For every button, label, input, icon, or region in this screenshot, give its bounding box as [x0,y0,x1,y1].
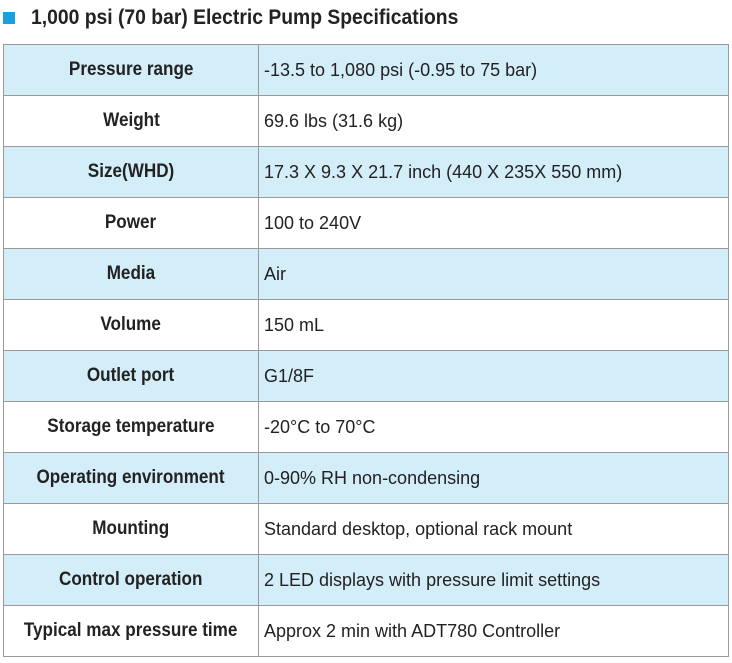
spec-value: G1/8F [258,350,729,402]
spec-value-text: Air [264,263,286,284]
spec-name: Weight [3,95,259,147]
spec-value: 17.3 X 9.3 X 21.7 inch (440 X 235X 550 m… [258,146,729,198]
spec-value: 2 LED displays with pressure limit setti… [258,554,729,606]
spec-value-text: G1/8F [264,365,315,386]
spec-value: 150 mL [258,299,729,351]
spec-value-text: Standard desktop, optional rack mount [264,518,573,539]
spec-name: Pressure range [3,44,259,96]
spec-value: Approx 2 min with ADT780 Controller [258,605,729,657]
title-row: 1,000 psi (70 bar) Electric Pump Specifi… [3,4,496,32]
spec-value: Air [258,248,729,300]
spec-value: -20°C to 70°C [258,401,729,453]
spec-table: Pressure range -13.5 to 1,080 psi (-0.95 … [3,44,729,657]
spec-name-text: Typical max pressure time [24,620,238,641]
spec-name: Size(WHD) [3,146,259,198]
spec-value: Standard desktop, optional rack mount [258,503,729,555]
spec-row: Volume 150 mL [3,299,729,351]
spec-row: Storage temperature -20°C to 70°C [3,401,729,453]
spec-value: 69.6 lbs (31.6 kg) [258,95,729,147]
spec-name: Operating environment [3,452,259,504]
spec-name: Outlet port [3,350,259,402]
spec-name: Media [3,248,259,300]
spec-name: Control operation [3,554,259,606]
spec-value-text: 17.3 X 9.3 X 21.7 inch (440 X 235X 550 m… [264,161,623,182]
spec-value: -13.5 to 1,080 psi (-0.95 to 75 bar) [258,44,729,96]
spec-name: Power [3,197,259,249]
spec-name-text: Media [106,263,156,284]
spec-row: Media Air [3,248,729,300]
spec-value-text: -20°C to 70°C [264,416,376,437]
spec-value-text: 100 to 240V [264,212,362,233]
spec-name-text: Outlet port [87,365,175,386]
spec-name-text: Control operation [59,569,203,590]
spec-name-text: Power [105,212,157,233]
title: 1,000 psi (70 bar) Electric Pump Specifi… [31,6,459,29]
spec-value-text: 2 LED displays with pressure limit setti… [264,569,601,590]
spec-name: Storage temperature [3,401,259,453]
spec-row: Typical max pressure time Approx 2 min wi… [3,605,729,657]
spec-name-text: Size(WHD) [87,161,175,182]
spec-name-text: Weight [102,110,160,131]
spec-name-text: Volume [100,314,162,335]
spec-row: Mounting Standard desktop, optional rack … [3,503,729,555]
spec-value: 100 to 240V [258,197,729,249]
table-body: Pressure range -13.5 to 1,080 psi (-0.95 … [3,44,729,657]
spec-value-text: Approx 2 min with ADT780 Controller [264,620,561,641]
spec-row: Operating environment 0-90% RH non-conden… [3,452,729,504]
spec-name-text: Storage temperature [47,416,215,437]
spec-name: Mounting [3,503,259,555]
spec-row: Power 100 to 240V [3,197,729,249]
spec-row: Outlet port G1/8F [3,350,729,402]
spec-row: Control operation 2 LED displays with pre… [3,554,729,606]
spec-row: Weight 69.6 lbs (31.6 kg) [3,95,729,147]
spec-row: Pressure range -13.5 to 1,080 psi (-0.95 … [3,44,729,96]
spec-name-text: Mounting [92,518,170,539]
spec-value-text: 0-90% RH non-condensing [264,467,481,488]
spec-name-text: Pressure range [68,59,194,80]
spec-name: Volume [3,299,259,351]
spec-name-text: Operating environment [36,467,226,488]
spec-value-text: 69.6 lbs (31.6 kg) [264,110,404,131]
spec-value: 0-90% RH non-condensing [258,452,729,504]
spec-value-text: -13.5 to 1,080 psi (-0.95 to 75 bar) [264,59,538,80]
spec-row: Size(WHD) 17.3 X 9.3 X 21.7 inch (440 X 2… [3,146,729,198]
spec-name: Typical max pressure time [3,605,259,657]
spec-value-text: 150 mL [264,314,325,335]
title-icon [3,12,15,24]
